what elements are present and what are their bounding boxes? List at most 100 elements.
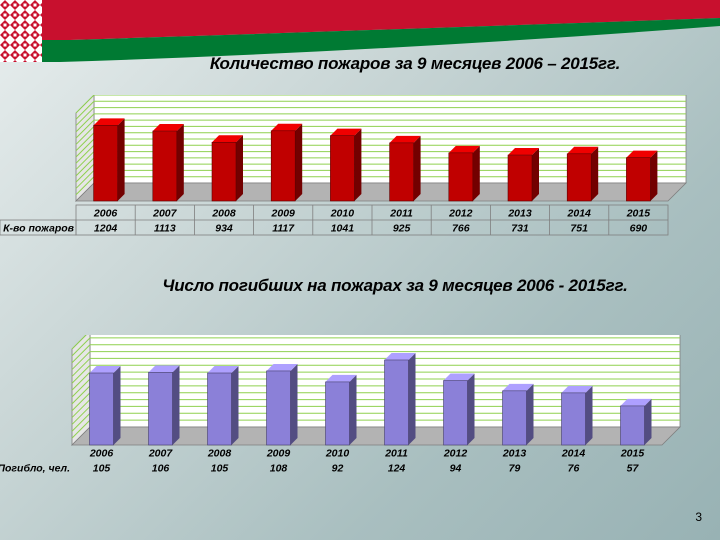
fires-bar xyxy=(566,153,592,202)
fires-bar-side xyxy=(176,124,184,201)
deaths-gridline xyxy=(71,399,91,418)
fires-gridline xyxy=(75,151,95,170)
deaths-bar xyxy=(266,370,291,446)
fires-bar-side xyxy=(236,135,243,201)
fires-bar-side xyxy=(532,148,539,201)
belarus-flag-decoration xyxy=(0,0,720,62)
deaths-bar-top xyxy=(620,398,652,406)
deaths-gridline xyxy=(71,378,91,398)
deaths-bar xyxy=(325,381,350,446)
deaths-value-label: 106 xyxy=(152,463,170,475)
fires-bar-top xyxy=(152,124,184,132)
deaths-bar xyxy=(502,390,527,446)
deaths-gridline xyxy=(71,392,91,412)
deaths-bar-side xyxy=(172,365,180,445)
fires-bar xyxy=(330,135,355,202)
deaths-bar-top xyxy=(266,363,298,371)
fires-value-label: 1204 xyxy=(94,223,118,235)
deaths-year-label: 2006 xyxy=(89,448,114,460)
fires-bar xyxy=(211,141,237,202)
deaths-value-label: 108 xyxy=(270,463,288,475)
fires-bar-top xyxy=(626,150,658,158)
fires-value-label: 690 xyxy=(630,223,648,235)
deaths-bar-top xyxy=(207,366,239,373)
fires-year-label: 2007 xyxy=(152,208,178,220)
deaths-bar-side xyxy=(113,366,121,445)
fires-gridline xyxy=(75,107,95,126)
fires-row-label: К-во пожаров xyxy=(3,223,75,235)
fires-bar-chart: К-во пожаров 2006 1204 2007 1113 2008 934 2009 1… xyxy=(0,95,687,236)
fires-bar-side xyxy=(413,135,421,201)
fires-year-label: 2013 xyxy=(507,208,532,220)
fires-value-label: 925 xyxy=(393,223,411,235)
fires-bar xyxy=(270,130,296,202)
deaths-bar-top xyxy=(443,373,475,381)
fires-bar-side xyxy=(591,146,599,201)
deaths-bar-side xyxy=(644,398,652,445)
fires-value-label: 731 xyxy=(511,223,529,235)
fires-bar-side xyxy=(650,150,658,201)
fires-gridline xyxy=(75,126,95,145)
fires-value-label: 934 xyxy=(215,223,233,235)
deaths-gridline xyxy=(71,335,87,350)
deaths-value-label: 76 xyxy=(568,463,580,475)
fires-bar xyxy=(507,154,533,202)
deaths-bar-top xyxy=(561,385,593,393)
deaths-bar xyxy=(207,372,232,446)
fires-chart-title: Количество пожаров за 9 месяцев 2006 – 2… xyxy=(209,54,621,73)
fires-year-label: 2012 xyxy=(448,208,473,220)
fires-bar-top xyxy=(508,148,539,156)
deaths-bar xyxy=(561,392,586,446)
deaths-value-label: 124 xyxy=(388,463,406,475)
deaths-bar-top xyxy=(502,383,534,391)
fires-bar-top xyxy=(448,145,480,153)
deaths-bar xyxy=(89,372,114,446)
deaths-year-label: 2015 xyxy=(620,448,645,460)
fires-bar-side xyxy=(295,123,303,201)
deaths-value-label: 105 xyxy=(211,463,229,475)
deaths-gridline xyxy=(71,337,91,357)
fires-gridline xyxy=(75,176,95,196)
deaths-bar-side xyxy=(467,373,475,445)
fires-gridline xyxy=(75,95,95,114)
deaths-bar-side xyxy=(526,383,534,445)
deaths-value-label: 57 xyxy=(627,463,640,475)
fires-year-label: 2009 xyxy=(271,208,296,220)
fires-bar-top xyxy=(567,146,599,154)
deaths-bar-side xyxy=(408,352,416,445)
deaths-year-label: 2009 xyxy=(266,448,291,460)
deaths-gridline xyxy=(71,406,91,425)
fires-year-label: 2010 xyxy=(330,208,355,220)
fires-gridline xyxy=(75,132,95,152)
fires-bar-top xyxy=(389,135,421,143)
fires-gridline xyxy=(75,170,95,189)
flag-red-band xyxy=(40,0,720,40)
fires-year-label: 2006 xyxy=(93,208,118,220)
deaths-gridline xyxy=(71,412,91,432)
fires-bar-top xyxy=(212,135,243,143)
deaths-gridline xyxy=(71,419,91,439)
fires-year-label: 2015 xyxy=(626,208,651,220)
fires-gridline xyxy=(75,100,95,120)
deaths-bar-side xyxy=(585,385,593,445)
fires-bar xyxy=(626,157,651,202)
fires-bar-side xyxy=(117,118,125,201)
deaths-year-label: 2011 xyxy=(384,448,408,460)
deaths-year-label: 2008 xyxy=(207,448,232,460)
deaths-bar-side xyxy=(349,374,357,445)
deaths-bar-top xyxy=(384,352,416,360)
fires-gridline xyxy=(75,157,95,177)
fires-bar-side xyxy=(354,128,362,201)
deaths-gridline xyxy=(71,371,91,391)
deaths-year-label: 2013 xyxy=(502,448,527,460)
fires-value-label: 1113 xyxy=(154,223,176,235)
flag-green-band xyxy=(40,18,720,62)
deaths-bar-top xyxy=(89,366,121,373)
deaths-bar xyxy=(620,405,645,446)
deaths-bar-side xyxy=(290,363,298,445)
fires-gridline xyxy=(75,119,95,139)
deaths-year-label: 2014 xyxy=(561,448,586,460)
deaths-bar-side xyxy=(231,366,239,445)
deaths-year-label: 2012 xyxy=(443,448,468,460)
fires-bar xyxy=(93,125,118,202)
